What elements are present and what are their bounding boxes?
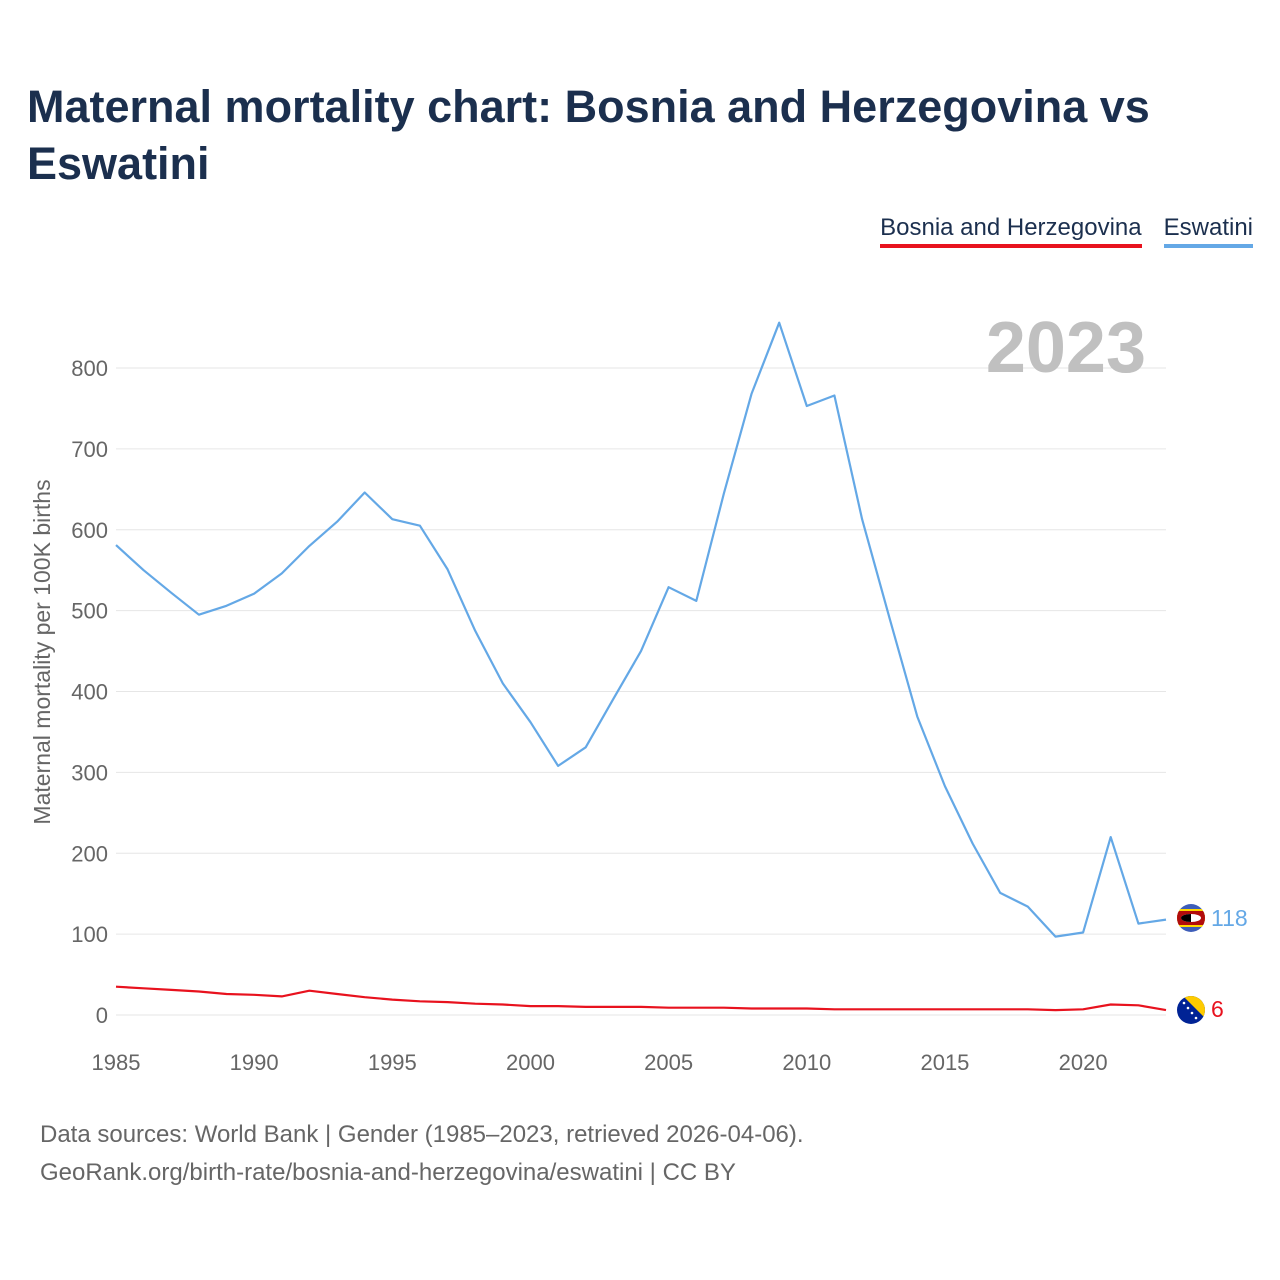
footer: Data sources: World Bank | Gender (1985–…	[40, 1116, 804, 1192]
y-tick-label: 800	[71, 356, 108, 381]
y-tick-label: 700	[71, 437, 108, 462]
x-tick-label: 2010	[782, 1050, 831, 1075]
series-line-bosnia-and-herzegovina	[115, 985, 1167, 1012]
end-value-label-bosnia-and-herzegovina: 6	[1211, 996, 1224, 1022]
x-tick-label: 1995	[368, 1050, 417, 1075]
y-tick-label: 300	[71, 760, 108, 785]
data-sources: Data sources: World Bank | Gender (1985–…	[40, 1121, 804, 1148]
y-axis-title: Maternal mortality per 100K births	[29, 479, 55, 824]
x-tick-label: 2020	[1059, 1050, 1108, 1075]
legend-item-bosnia-and-herzegovina[interactable]: Bosnia and Herzegovina	[880, 214, 1142, 248]
end-value-label-eswatini: 118	[1211, 905, 1248, 931]
y-tick-label: 100	[71, 922, 108, 947]
y-tick-label: 600	[71, 518, 108, 543]
legend: Bosnia and Herzegovina Eswatini	[880, 214, 1253, 248]
x-tick-label: 1985	[92, 1050, 141, 1075]
series-line-eswatini	[115, 321, 1167, 938]
bosnia-flag-icon	[1177, 996, 1205, 1024]
y-tick-label: 0	[96, 1003, 108, 1028]
x-tick-label: 1990	[230, 1050, 279, 1075]
x-tick-label: 2000	[506, 1050, 555, 1075]
y-tick-label: 200	[71, 841, 108, 866]
line-chart: 2023 0 100 200 300 400 500 600 700 800 1985 1990 19…	[29, 308, 1248, 1075]
eswatini-flag-icon	[1177, 904, 1205, 932]
legend-item-eswatini[interactable]: Eswatini	[1163, 214, 1253, 248]
y-tick-label: 500	[71, 599, 108, 624]
x-tick-label: 2005	[644, 1050, 693, 1075]
y-tick-label: 400	[71, 680, 108, 705]
x-tick-label: 2015	[920, 1050, 969, 1075]
source-link[interactable]: GeoRank.org/birth-rate/bosnia-and-herzeg…	[40, 1159, 736, 1186]
chart-title: Maternal mortality chart: Bosnia and Her…	[27, 81, 1150, 189]
year-watermark: 2023	[986, 308, 1146, 388]
